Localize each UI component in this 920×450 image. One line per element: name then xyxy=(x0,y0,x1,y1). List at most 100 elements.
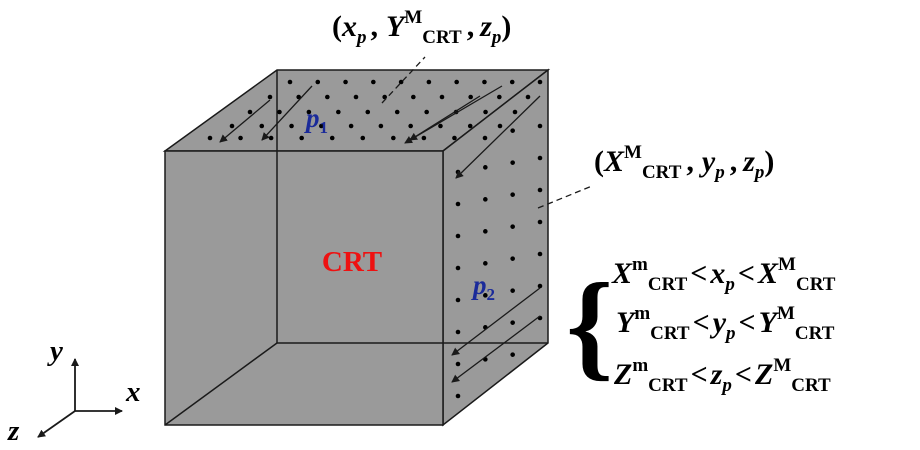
top-face-point xyxy=(325,94,330,100)
top-face-point xyxy=(289,123,294,129)
top-face-point xyxy=(483,109,488,115)
side-face-point xyxy=(510,160,515,165)
side-face-point xyxy=(455,297,461,303)
axis-x-label: x xyxy=(125,376,141,408)
constraint-brace: { xyxy=(566,258,613,391)
constraint-z-lhs: Z xyxy=(613,358,632,391)
top-face-point xyxy=(371,79,376,85)
top-face-point xyxy=(482,79,487,85)
top-face-point xyxy=(360,135,366,141)
side-face-point xyxy=(455,265,461,271)
point-label-p2: p2 xyxy=(471,270,495,304)
side-face-point xyxy=(483,293,488,298)
top-face-point xyxy=(319,123,324,129)
constraint-y-lhs-sub: CRT xyxy=(650,323,690,344)
constraint-y-rhs-sup: M xyxy=(777,303,795,324)
constraint-z-rhs-sub: CRT xyxy=(791,375,831,396)
constraint-x-rhs-sub: CRT xyxy=(796,274,836,295)
top-face-point xyxy=(277,109,282,115)
axis-y-label: y xyxy=(47,335,63,367)
top-face-point xyxy=(315,79,321,85)
annotation-side-face-point: (XMCRT, yp, zp) xyxy=(594,142,774,183)
side-face-point xyxy=(483,261,488,266)
annotation-top-z: z xyxy=(479,10,492,43)
top-face-point xyxy=(382,94,387,100)
top-face-point xyxy=(287,79,293,85)
top-face-point xyxy=(378,123,384,129)
side-face-point xyxy=(537,187,543,193)
annotation-top-Y-sub: CRT xyxy=(422,27,462,48)
side-face-point xyxy=(510,192,515,197)
top-face-point xyxy=(452,135,457,141)
side-face-point xyxy=(483,229,488,234)
top-face-point xyxy=(207,135,213,141)
constraint-z: ZmCRT < zp < ZMCRT xyxy=(613,355,831,396)
side-face-point xyxy=(537,251,543,257)
side-face-point xyxy=(537,155,543,161)
constraint-x-lt-1: < xyxy=(690,257,707,290)
axis-z-arrow xyxy=(37,410,76,438)
side-face-arrows xyxy=(451,95,541,383)
cube-front-face xyxy=(164,150,444,426)
side-face-point xyxy=(483,165,488,170)
crt-label: CRT xyxy=(322,246,382,278)
point-label-p1-base: p xyxy=(304,103,320,133)
top-face-points xyxy=(207,79,543,141)
side-face-point xyxy=(537,123,543,129)
constraint-z-lt-1: < xyxy=(691,358,708,391)
top-face-point xyxy=(421,135,427,141)
annotation-side-X-sub: CRT xyxy=(642,162,682,183)
constraint-y-lt-2: < xyxy=(739,306,756,339)
constraint-x: XmCRT < xp < XMCRT xyxy=(611,254,836,295)
axis-z-label: z xyxy=(7,415,20,447)
constraint-y-lt-1: < xyxy=(693,306,710,339)
annotation-side-X: X xyxy=(603,145,625,178)
top-face-point xyxy=(537,79,543,85)
annotation-side-open: ( xyxy=(594,145,604,178)
side-face-point xyxy=(455,361,461,367)
top-face-point xyxy=(238,135,243,141)
annotation-top-comma-1: , xyxy=(371,10,379,43)
constraint-x-lhs: X xyxy=(611,257,633,290)
top-face-point xyxy=(296,94,301,100)
point-label-p2-base: p xyxy=(471,270,487,300)
constraint-z-lhs-sub: CRT xyxy=(648,375,688,396)
top-face-point xyxy=(348,123,354,129)
point-label-p2-sub: 2 xyxy=(487,285,496,304)
annotation-side-y: y xyxy=(699,145,716,178)
constraint-z-lt-2: < xyxy=(735,358,752,391)
constraint-y-rhs-sub: CRT xyxy=(795,323,835,344)
top-face-point xyxy=(299,135,304,141)
top-face-point xyxy=(439,94,445,100)
side-face-points xyxy=(455,123,543,399)
top-face-point xyxy=(336,109,341,115)
constraint-x-lhs-sup: m xyxy=(632,254,648,275)
constraint-y-rhs: Y xyxy=(759,306,780,339)
top-face-point xyxy=(467,123,473,129)
top-face-arrows xyxy=(219,85,503,144)
top-face-point xyxy=(411,94,416,100)
annotation-top-x: x xyxy=(341,10,357,43)
annotation-top-close: ) xyxy=(501,10,511,43)
top-face-point xyxy=(424,109,429,115)
top-face-point xyxy=(468,94,473,100)
annotation-side-close: ) xyxy=(764,145,774,178)
side-face-point xyxy=(510,320,515,325)
leader-line-top xyxy=(381,56,426,104)
top-face-point xyxy=(525,94,531,100)
annotation-side-z-sub: p xyxy=(753,162,765,183)
constraint-x-rhs: X xyxy=(757,257,779,290)
side-face-arrow xyxy=(455,95,541,179)
side-face-point xyxy=(455,393,461,399)
side-face-point xyxy=(510,224,515,229)
top-face-point xyxy=(394,109,400,115)
side-face-point xyxy=(455,329,461,335)
constraint-x-rhs-sup: M xyxy=(778,254,796,275)
constraint-y-mid-sub: p xyxy=(724,323,736,344)
top-face-arrow xyxy=(219,99,271,143)
constraint-x-mid-sub: p xyxy=(723,274,735,295)
constraint-y-lhs: Y xyxy=(616,306,637,339)
annotation-side-X-sup: M xyxy=(624,142,642,163)
